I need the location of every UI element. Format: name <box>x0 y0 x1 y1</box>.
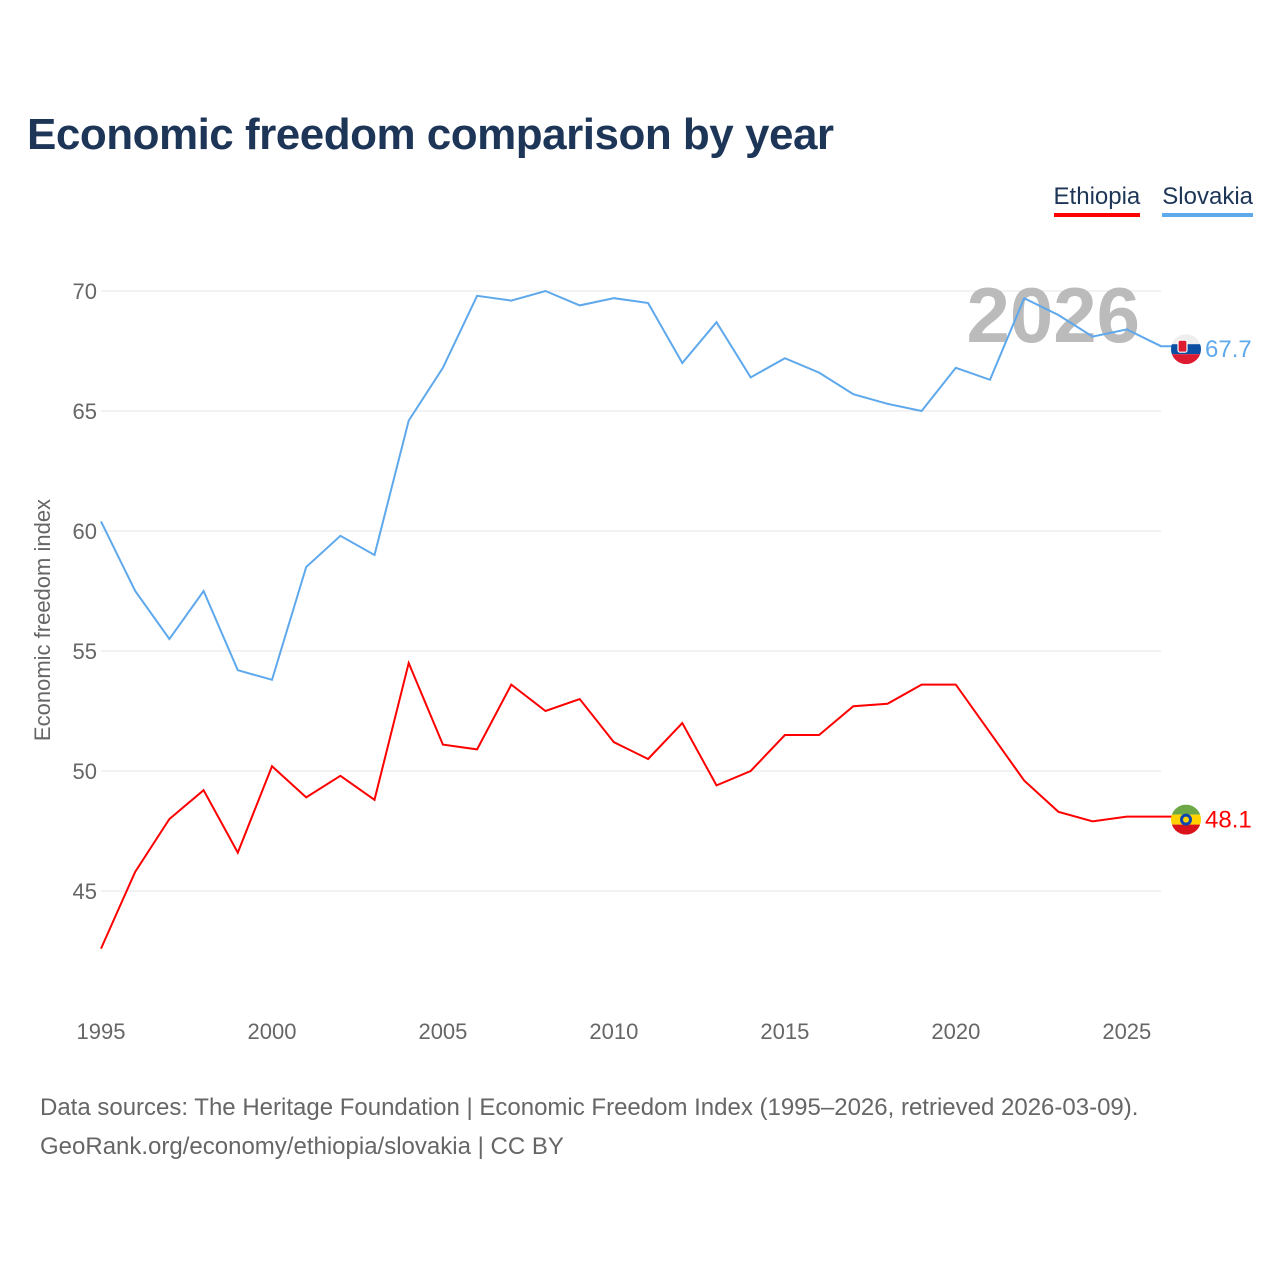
x-tick-label: 2005 <box>418 1019 467 1044</box>
x-tick-label: 2015 <box>760 1019 809 1044</box>
x-tick-label: 2000 <box>247 1019 296 1044</box>
flag-slovakia-icon <box>1171 334 1201 365</box>
source-line-2[interactable]: GeoRank.org/economy/ethiopia/slovakia | … <box>40 1133 564 1160</box>
y-tick-label: 45 <box>73 879 97 904</box>
source-note: Data sources: The Heritage Foundation | … <box>40 1088 1138 1166</box>
chart-title: Economic freedom comparison by year <box>27 110 834 159</box>
flag-ethiopia-icon <box>1171 804 1201 835</box>
series-line-ethiopia <box>100 659 1172 950</box>
x-tick-label: 2025 <box>1102 1019 1151 1044</box>
x-tick-label: 1995 <box>77 1019 126 1044</box>
year-watermark: 2026 <box>966 271 1140 359</box>
y-axis-label: Economic freedom index <box>30 499 55 741</box>
legend-ethiopia[interactable]: Ethiopia <box>1053 183 1141 217</box>
y-tick-label: 60 <box>73 519 97 544</box>
end-value-label-ethiopia: 48.1 <box>1205 807 1252 834</box>
legend: Ethiopia Slovakia <box>1053 183 1253 217</box>
y-tick-label: 50 <box>73 759 97 784</box>
end-value-label-slovakia: 67.7 <box>1205 336 1252 363</box>
legend-slovakia[interactable]: Slovakia <box>1162 183 1253 217</box>
y-tick-label: 70 <box>73 279 97 304</box>
series-line-slovakia <box>100 289 1172 682</box>
source-line-1: Data sources: The Heritage Foundation | … <box>40 1094 1139 1121</box>
x-tick-label: 2020 <box>931 1019 980 1044</box>
x-tick-label: 2010 <box>589 1019 638 1044</box>
y-tick-label: 65 <box>73 399 97 424</box>
y-tick-label: 55 <box>73 639 97 664</box>
